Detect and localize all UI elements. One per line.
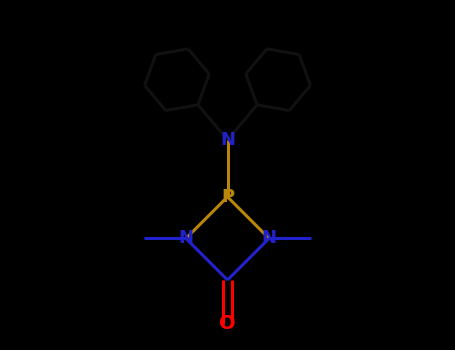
Text: N: N (262, 230, 277, 247)
Text: N: N (178, 230, 193, 247)
Text: O: O (219, 314, 236, 333)
Text: P: P (221, 188, 234, 206)
Text: N: N (220, 131, 235, 149)
